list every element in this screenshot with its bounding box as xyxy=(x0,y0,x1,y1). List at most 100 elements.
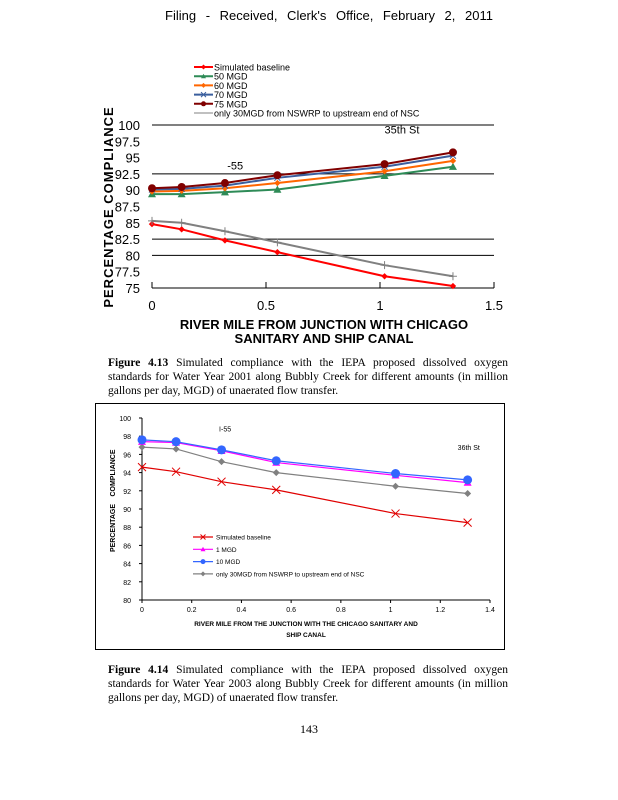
data-point xyxy=(148,216,156,225)
legend-label: only 30MGD from NSWRP to upstream end of… xyxy=(216,571,365,578)
data-point xyxy=(391,469,401,479)
figure-4-14-frame xyxy=(95,403,505,650)
y-tick-label: 90 xyxy=(123,507,131,514)
data-point xyxy=(177,218,186,227)
legend-marker xyxy=(200,559,206,565)
legend-marker xyxy=(200,91,207,98)
data-point xyxy=(178,226,185,233)
legend-label: 10 MGD xyxy=(216,559,241,566)
legend-label: Simulated baseline xyxy=(216,535,271,542)
data-point xyxy=(273,185,282,193)
series-line xyxy=(151,154,454,191)
data-point xyxy=(148,184,156,193)
data-point xyxy=(172,445,180,453)
figure-4-14-text: Simulated compliance with the IEPA propo… xyxy=(108,664,508,704)
data-point xyxy=(463,475,473,485)
y-tick-label: 85 xyxy=(126,216,140,231)
y-tick-label: 100 xyxy=(119,416,131,423)
data-point xyxy=(220,188,229,196)
x-tick-label: 1 xyxy=(389,607,393,614)
series-line xyxy=(141,466,468,524)
y-tick-label: 90 xyxy=(126,183,140,198)
series-line xyxy=(141,446,468,495)
legend-label: 50 MGD xyxy=(214,72,248,82)
data-point xyxy=(449,282,457,290)
data-point xyxy=(392,482,400,490)
y-tick-label: 80 xyxy=(123,598,131,605)
data-point xyxy=(221,237,229,244)
y-tick-label: 82 xyxy=(123,580,131,587)
data-point xyxy=(381,273,388,280)
y-tick-label: 92 xyxy=(123,489,131,496)
legend-marker xyxy=(201,101,206,107)
figure-4-14-caption: Figure 4.14 Simulated compliance with th… xyxy=(108,663,508,705)
x-axis-label: RIVER MILE FROM THE JUNCTION WITH THE CH… xyxy=(194,621,418,628)
data-point xyxy=(449,157,457,165)
data-point xyxy=(448,148,457,157)
data-point xyxy=(137,435,147,445)
chart-annotation: I-55 xyxy=(219,427,231,434)
data-point xyxy=(380,261,389,270)
data-point xyxy=(218,458,226,466)
chart-figure-4-14: 100 98 96 94 92 90 88 86 84 82 80 0 0.2 0.4 0.6 0.8 1 1.2… xyxy=(110,416,495,639)
x-tick-label: 1.2 xyxy=(435,607,445,614)
series-line xyxy=(151,151,454,190)
legend-marker xyxy=(200,546,206,552)
data-point xyxy=(137,462,147,472)
series-line xyxy=(151,223,454,288)
chart-annotation: 36th St xyxy=(458,445,480,452)
y-tick-label: 96 xyxy=(123,452,131,459)
legend-marker xyxy=(201,73,206,79)
y-axis-label-part: COMPLIANCE xyxy=(110,449,117,496)
data-point xyxy=(271,456,281,466)
y-tick-label: 80 xyxy=(126,248,140,263)
y-tick-label: 88 xyxy=(123,525,131,532)
y-tick-label: 86 xyxy=(123,543,131,550)
x-axis-label: SHIP CANAL xyxy=(286,632,326,639)
y-tick-label: 82.5 xyxy=(115,232,140,247)
x-tick-label: 1.4 xyxy=(485,607,495,614)
data-point xyxy=(177,182,186,191)
figure-4-13-caption: Figure 4.13 Simulated compliance with th… xyxy=(108,356,508,398)
y-tick-label: 94 xyxy=(123,471,131,478)
data-point xyxy=(448,162,457,170)
page-header: Filing - Received, Clerk's Office, Febru… xyxy=(165,8,493,23)
legend-label: 60 MGD xyxy=(214,81,248,91)
legend-label: 1 MGD xyxy=(216,547,237,554)
data-point xyxy=(138,443,146,451)
x-tick-label: 1 xyxy=(376,298,383,313)
legend-marker xyxy=(200,571,206,577)
y-tick-label: 92.5 xyxy=(115,167,140,182)
data-point xyxy=(217,477,226,487)
y-tick-label: 98 xyxy=(123,434,131,441)
y-tick-label: 95 xyxy=(126,151,140,166)
legend-label: only 30MGD from NSWRP to upstream end of… xyxy=(214,109,420,119)
data-point xyxy=(220,227,229,236)
x-tick-label: 0.2 xyxy=(187,607,197,614)
data-point xyxy=(380,160,389,169)
y-tick-label: 84 xyxy=(123,562,131,569)
x-axis-label: RIVER MILE FROM JUNCTION WITH CHICAGO xyxy=(180,317,468,332)
data-point xyxy=(391,509,400,518)
y-axis-label-part: PERCENTAGE xyxy=(110,504,117,552)
x-tick-label: 0.5 xyxy=(257,298,275,313)
data-point xyxy=(464,490,472,498)
x-tick-label: 1.5 xyxy=(485,298,503,313)
x-tick-label: 0.4 xyxy=(237,607,247,614)
x-tick-label: 0 xyxy=(140,607,144,614)
legend-marker xyxy=(201,82,206,88)
legend-label: Simulated baseline xyxy=(214,63,290,73)
data-point xyxy=(272,469,280,477)
data-point xyxy=(171,437,181,447)
legend-label: 70 MGD xyxy=(214,90,248,100)
data-point xyxy=(217,445,227,455)
data-point xyxy=(274,179,281,187)
data-point xyxy=(463,518,472,528)
data-point xyxy=(271,485,281,495)
data-point xyxy=(273,238,282,247)
data-point xyxy=(380,171,389,180)
figure-4-13-text: Simulated compliance with the IEPA propo… xyxy=(108,357,508,397)
series-line xyxy=(151,159,454,193)
data-point xyxy=(171,467,181,477)
